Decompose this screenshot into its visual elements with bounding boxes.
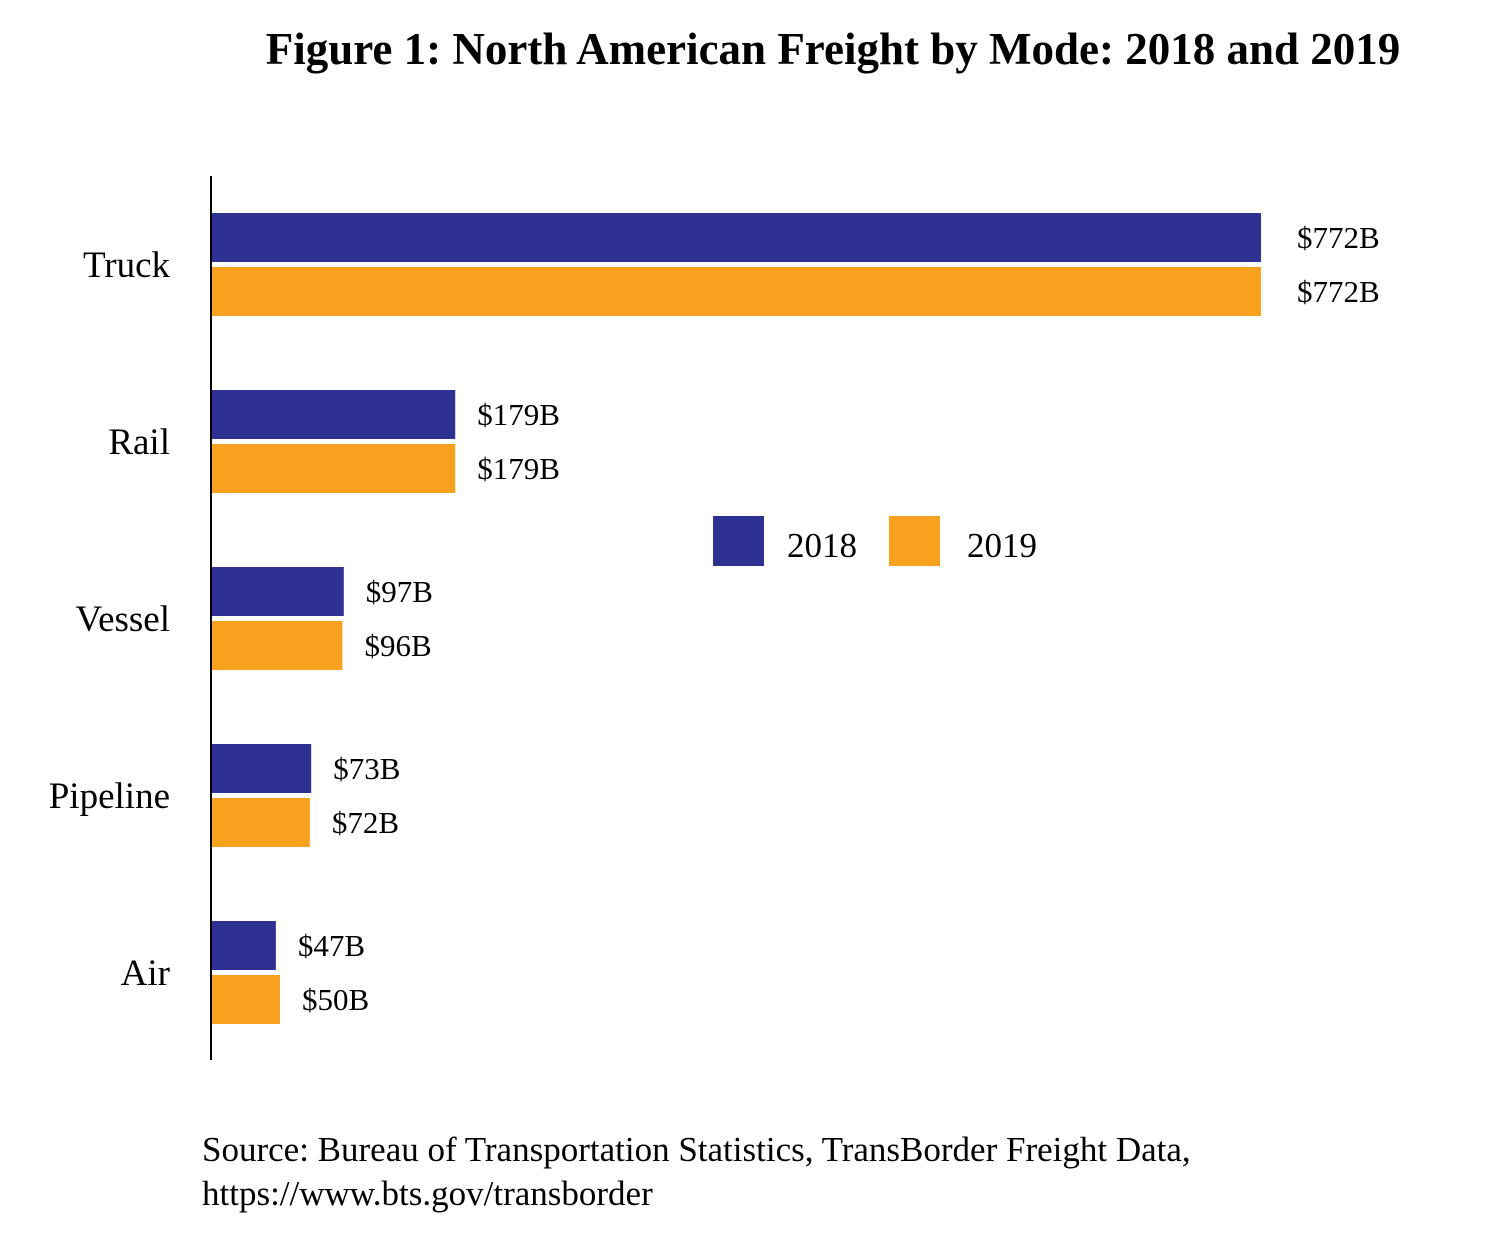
- source-note: Source: Bureau of Transportation Statist…: [202, 1130, 1191, 1169]
- data-label-vessel-2019: $96B: [364, 628, 431, 663]
- data-label-rail-2018: $179B: [477, 397, 560, 432]
- bar-truck-2018: [212, 213, 1261, 262]
- bar-pipeline-2018: [212, 744, 312, 793]
- legend-label-2018: 2018: [787, 526, 857, 565]
- data-label-air-2019: $50B: [302, 982, 369, 1017]
- bar-air-2018: [212, 921, 276, 970]
- data-label-air-2018: $47B: [298, 928, 365, 963]
- bar-truck-2019: [212, 267, 1261, 316]
- category-label-vessel: Vessel: [75, 599, 170, 640]
- legend-swatch-2018: [713, 516, 764, 566]
- bar-rail-2018: [212, 390, 456, 439]
- data-label-vessel-2018: $97B: [366, 574, 433, 609]
- bar-air-2019: [212, 975, 280, 1024]
- data-label-truck-2019: $772B: [1297, 274, 1380, 309]
- legend-label-2019: 2019: [967, 526, 1037, 565]
- legend: 2018 2019: [713, 516, 1037, 566]
- bar-rail-2019: [212, 444, 456, 493]
- bar-vessel-2019: [212, 621, 343, 670]
- category-label-truck: Truck: [83, 245, 171, 286]
- data-label-rail-2019: $179B: [477, 451, 560, 486]
- category-label-rail: Rail: [108, 422, 170, 463]
- data-label-pipeline-2019: $72B: [332, 805, 399, 840]
- source-url: https://www.bts.gov/transborder: [202, 1174, 653, 1213]
- chart-title: Figure 1: North American Freight by Mode…: [266, 24, 1401, 74]
- legend-swatch-2019: [889, 516, 940, 566]
- data-label-pipeline-2018: $73B: [333, 751, 400, 786]
- bar-pipeline-2019: [212, 798, 310, 847]
- bar-vessel-2018: [212, 567, 344, 616]
- data-label-truck-2018: $772B: [1297, 220, 1380, 255]
- category-label-air: Air: [121, 953, 170, 994]
- category-label-pipeline: Pipeline: [49, 776, 170, 817]
